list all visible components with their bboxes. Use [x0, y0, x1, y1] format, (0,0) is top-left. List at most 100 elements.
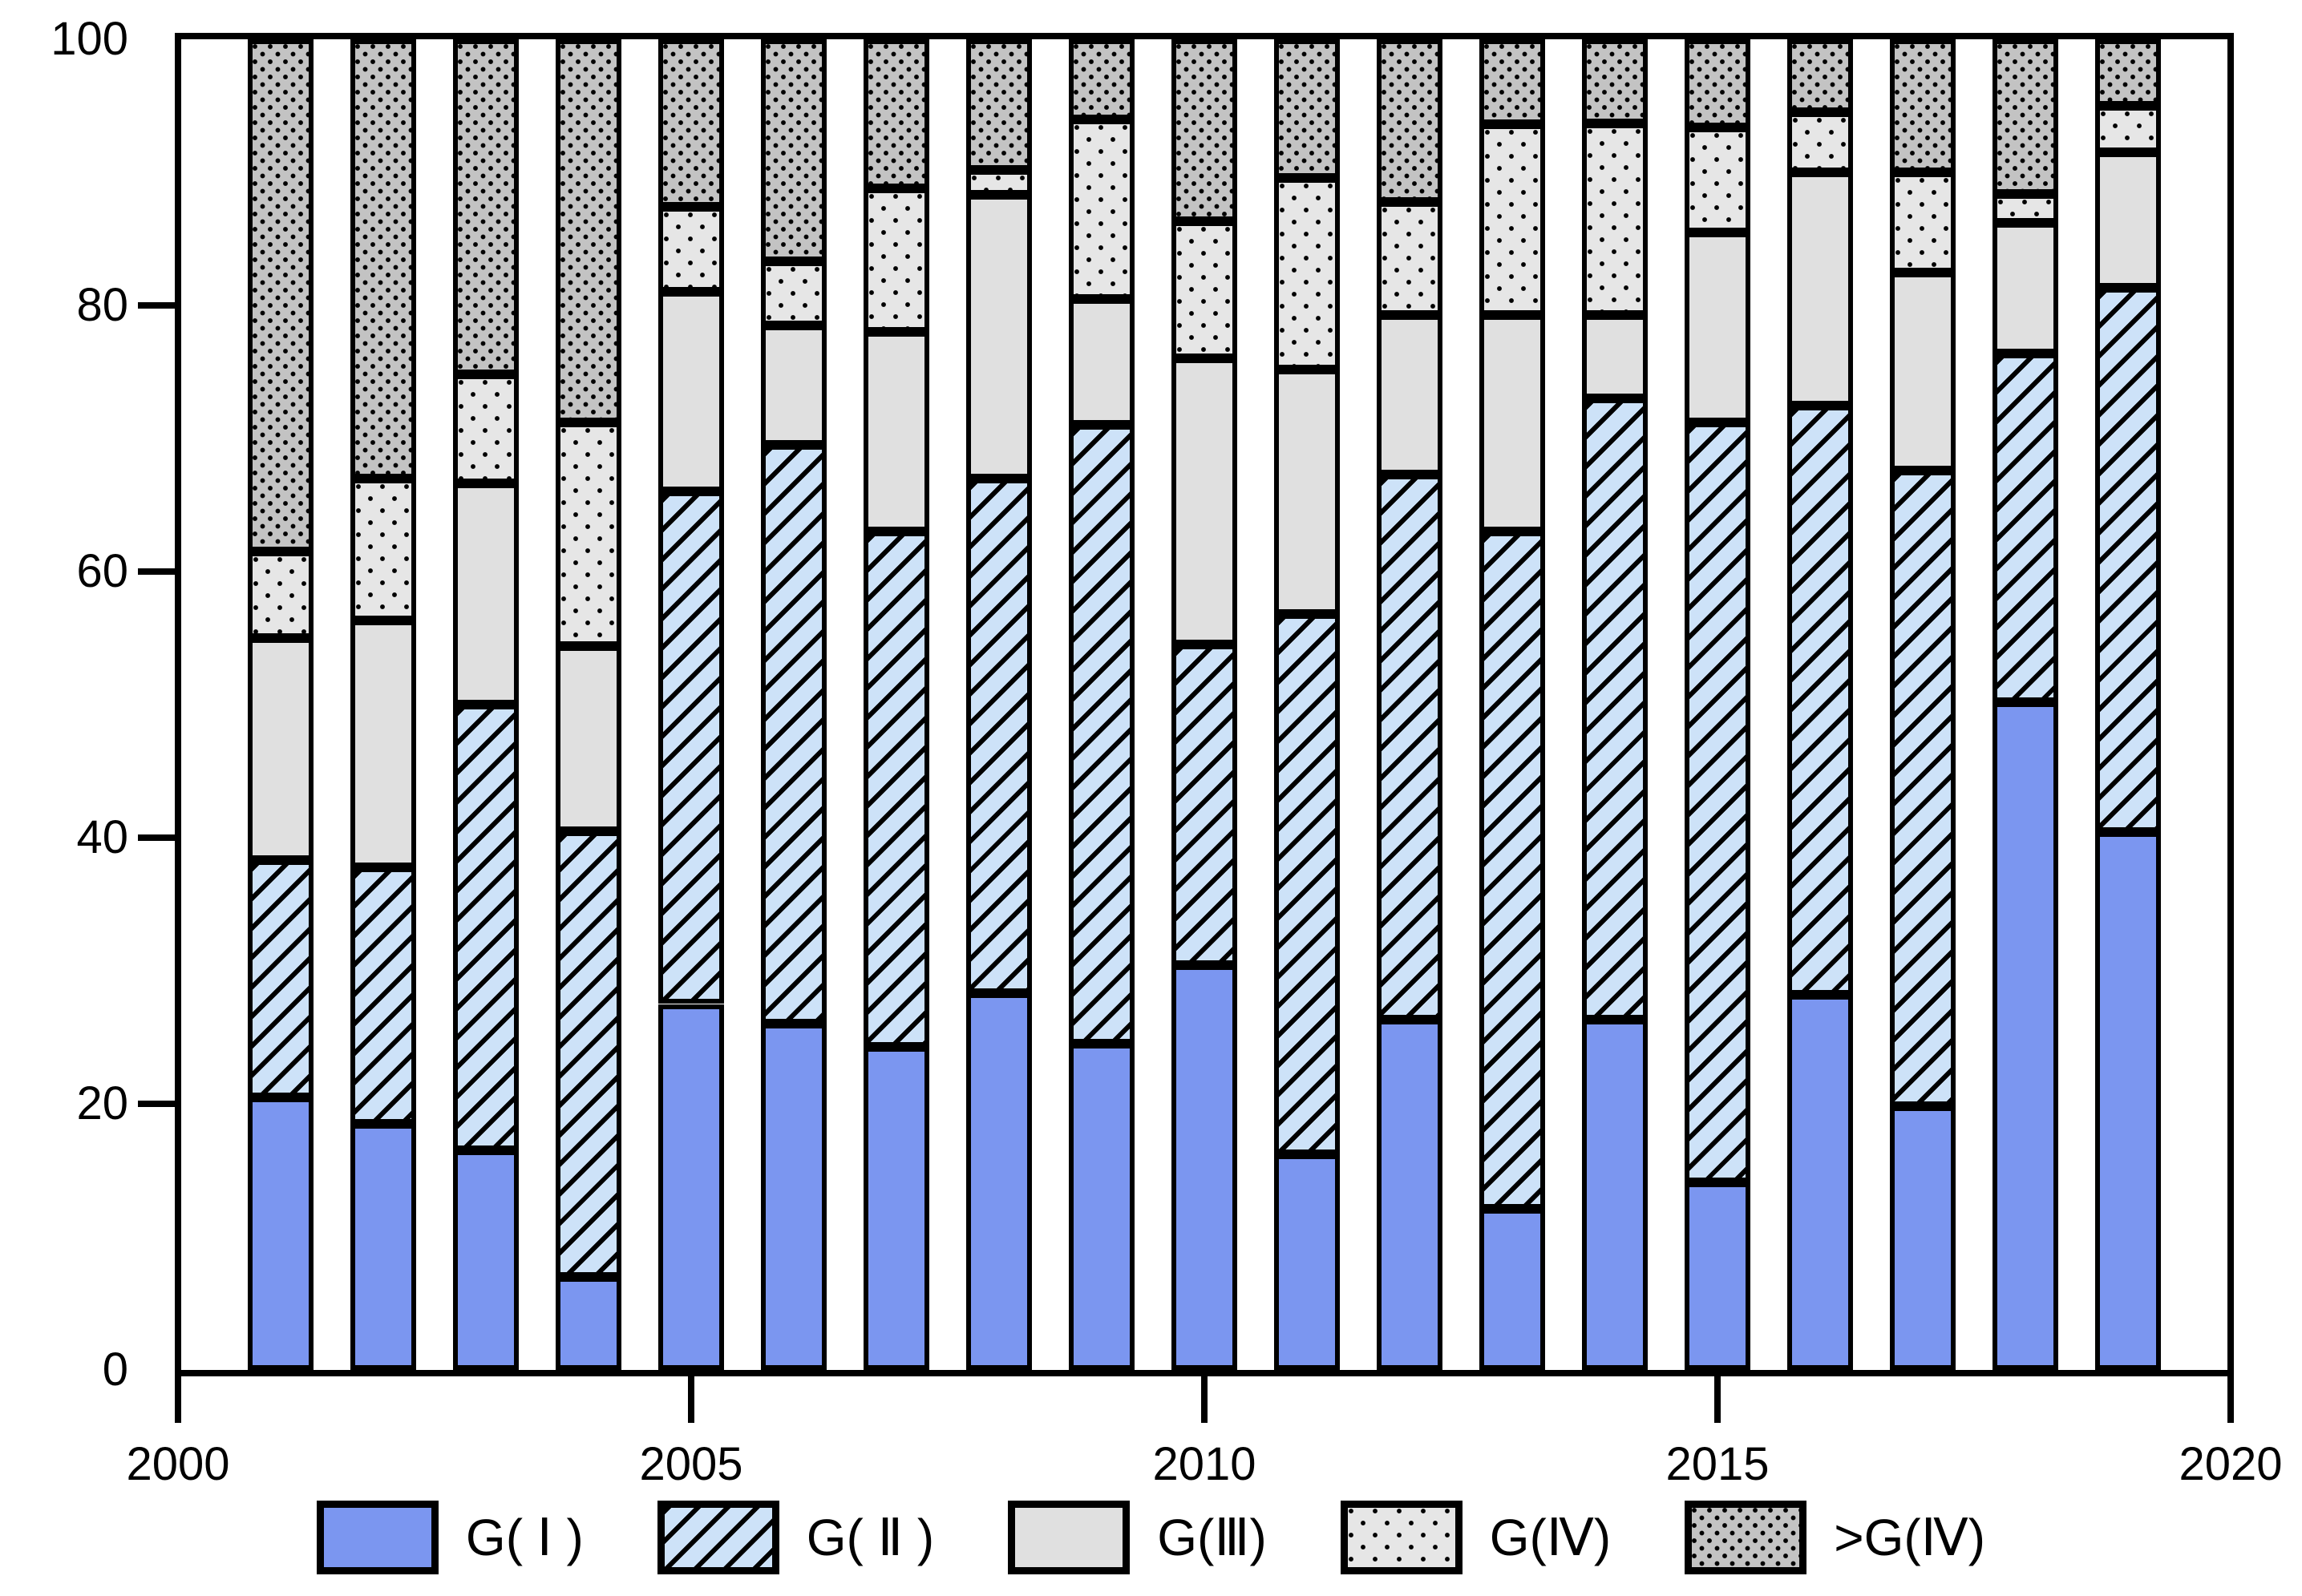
bar-2007-segment-g3: [864, 332, 929, 532]
bar-2008-segment-g3: [966, 195, 1032, 479]
bar-2015-segment-g3: [1685, 232, 1750, 423]
bar-2014-segment-g1: [1582, 1020, 1648, 1370]
bar-2006-segment-g4: [761, 261, 827, 325]
bar-2014-segment-g2: [1582, 398, 1648, 1020]
bar-2013-segment-g5: [1479, 39, 1545, 125]
bar-2016-segment-g2: [1787, 405, 1853, 995]
bar-2014-segment-g5: [1582, 39, 1648, 123]
bar-2019-segment-g3: [2095, 152, 2161, 289]
legend-swatch-g5: [1685, 1501, 1807, 1574]
y-axis-tick-label: 100: [51, 13, 128, 65]
bar-2010-segment-g2: [1171, 644, 1237, 966]
x-axis-tick-label: 2000: [126, 1438, 230, 1490]
bar-2015-segment-g2: [1685, 422, 1750, 1182]
bar-2010-segment-g1: [1171, 965, 1237, 1370]
bar-2017-segment-g3: [1890, 272, 1956, 471]
bar-2016-segment-g4: [1787, 112, 1853, 172]
bar-2003-segment-g2: [453, 705, 519, 1151]
bar-2002-segment-g2: [350, 867, 416, 1124]
bar-2019-segment-g4: [2095, 106, 2161, 153]
bar-2019-segment-g5: [2095, 39, 2161, 106]
bar-2011-segment-g2: [1274, 614, 1340, 1155]
legend-label-g3: G(Ⅲ): [1157, 1508, 1267, 1566]
bar-2013-segment-g1: [1479, 1209, 1545, 1370]
bar-2011-segment-g5: [1274, 39, 1340, 178]
legend-swatch-g1: [316, 1501, 439, 1574]
bar-2018-segment-g2: [1993, 353, 2058, 702]
bar-2017-segment-g5: [1890, 39, 1956, 172]
bar-2001-segment-g2: [248, 860, 314, 1097]
bar-2003-segment-g5: [453, 39, 519, 375]
bar-2006-segment-g3: [761, 325, 827, 446]
legend-item-g3: G(Ⅲ): [1008, 1501, 1267, 1574]
x-tick-mark: [1714, 1376, 1721, 1423]
bar-2008-segment-g4: [966, 169, 1032, 196]
y-tick-mark: [138, 1101, 178, 1107]
y-axis-tick-label: 20: [76, 1077, 128, 1129]
bar-2014-segment-g3: [1582, 314, 1648, 399]
bar-2007-segment-g4: [864, 188, 929, 333]
bar-2014-segment-g4: [1582, 123, 1648, 315]
x-axis-tick-label: 2020: [2179, 1438, 2283, 1490]
bar-2006-segment-g2: [761, 445, 827, 1024]
bar-2012-segment-g3: [1377, 314, 1442, 475]
bar-2012-segment-g5: [1377, 39, 1442, 202]
bar-2009-segment-g1: [1069, 1044, 1135, 1370]
bar-2010-segment-g3: [1171, 358, 1237, 645]
bar-2003-segment-g3: [453, 483, 519, 705]
bar-2019-segment-g1: [2095, 832, 2161, 1370]
bar-2009-segment-g3: [1069, 298, 1135, 426]
legend-label-g5: >G(Ⅳ): [1834, 1508, 1986, 1566]
x-axis-tick-label: 2005: [639, 1438, 743, 1490]
bar-2009-segment-g4: [1069, 119, 1135, 299]
legend-item-g1: G( Ⅰ ): [316, 1501, 584, 1574]
bar-2017-segment-g2: [1890, 470, 1956, 1107]
bar-2015-segment-g4: [1685, 127, 1750, 232]
bar-2013-segment-g4: [1479, 124, 1545, 315]
legend-swatch-g2: [657, 1501, 779, 1574]
legend-item-g2: G( Ⅱ ): [657, 1501, 934, 1574]
bar-2005-segment-g3: [658, 292, 724, 492]
bar-2015-segment-g1: [1685, 1182, 1750, 1370]
legend-item-g5: >G(Ⅳ): [1685, 1501, 1985, 1574]
bar-2017-segment-g4: [1890, 172, 1956, 273]
bar-2011-segment-g1: [1274, 1154, 1340, 1370]
legend-label-g2: G( Ⅱ ): [806, 1508, 935, 1566]
y-axis-tick-label: 60: [76, 545, 128, 597]
bar-2009-segment-g5: [1069, 39, 1135, 119]
bar-2004-segment-g4: [556, 422, 621, 646]
bar-2001-segment-g1: [248, 1097, 314, 1370]
bar-2013-segment-g3: [1479, 314, 1545, 532]
bar-2003-segment-g1: [453, 1150, 519, 1370]
legend-swatch-g3: [1008, 1501, 1131, 1574]
bar-2018-segment-g5: [1993, 39, 2058, 194]
x-tick-mark: [175, 1376, 181, 1423]
x-tick-mark: [1201, 1376, 1208, 1423]
y-axis-tick-label: 80: [76, 279, 128, 331]
bar-2003-segment-g4: [453, 374, 519, 484]
bar-2004-segment-g3: [556, 645, 621, 831]
bar-2006-segment-g5: [761, 39, 827, 262]
bar-2018-segment-g3: [1993, 223, 2058, 354]
bar-2011-segment-g3: [1274, 369, 1340, 615]
bar-2016-segment-g3: [1787, 172, 1853, 406]
bar-2012-segment-g1: [1377, 1020, 1442, 1370]
x-tick-mark: [688, 1376, 694, 1423]
bar-2008-segment-g1: [966, 993, 1032, 1370]
y-tick-mark: [138, 834, 178, 841]
y-axis-tick-label: 0: [102, 1343, 128, 1396]
legend-label-g4: G(Ⅳ): [1489, 1508, 1612, 1566]
legend: G( Ⅰ ) G( Ⅱ ) G(Ⅲ) G(Ⅳ) >G(Ⅳ): [0, 1501, 2302, 1574]
bar-2008-segment-g2: [966, 478, 1032, 994]
bar-2016-segment-g1: [1787, 994, 1853, 1370]
bar-2012-segment-g2: [1377, 474, 1442, 1020]
bar-2010-segment-g5: [1171, 39, 1237, 222]
bar-2002-segment-g4: [350, 478, 416, 621]
bar-2018-segment-g4: [1993, 193, 2058, 224]
bar-2001-segment-g5: [248, 39, 314, 552]
x-axis-tick-label: 2015: [1665, 1438, 1770, 1490]
bar-2010-segment-g4: [1171, 221, 1237, 359]
bar-2005-segment-g4: [658, 207, 724, 293]
y-tick-mark: [138, 568, 178, 575]
